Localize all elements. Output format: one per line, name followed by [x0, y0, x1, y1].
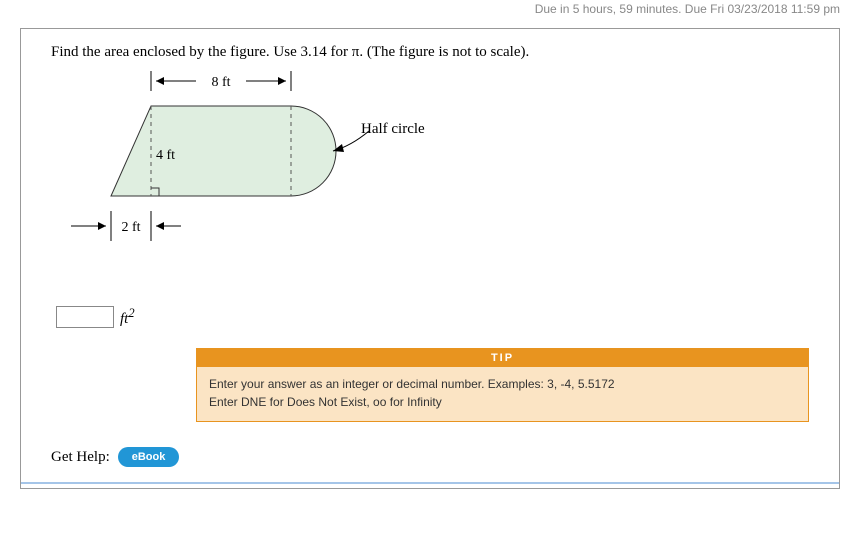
due-header: Due in 5 hours, 59 minutes. Due Fri 03/2…: [0, 0, 860, 18]
tip-line1: Enter your answer as an integer or decim…: [209, 375, 796, 393]
composite-shape: [111, 106, 336, 196]
ebook-button[interactable]: eBook: [118, 447, 180, 467]
tip-box: TIP Enter your answer as an integer or d…: [196, 348, 809, 422]
answer-input[interactable]: [56, 306, 114, 328]
height-label: 4 ft: [156, 148, 175, 163]
due-text: Due in 5 hours, 59 minutes. Due Fri 03/2…: [535, 2, 840, 16]
answer-row: ft2: [56, 306, 839, 328]
answer-unit: ft2: [120, 306, 135, 328]
problem-text: Find the area enclosed by the figure. Us…: [21, 29, 839, 66]
top-label: 8 ft: [211, 75, 230, 90]
help-row: Get Help: eBook: [51, 447, 839, 467]
footer-bar: [21, 482, 839, 488]
half-circle-label: Half circle: [361, 121, 425, 138]
base-label: 2 ft: [121, 220, 140, 235]
help-label: Get Help:: [51, 449, 110, 466]
tip-line2: Enter DNE for Does Not Exist, oo for Inf…: [209, 393, 796, 411]
figure-area: 8 ft 4 ft 2 ft Half circle: [61, 66, 839, 276]
tip-header: TIP: [197, 349, 808, 367]
problem-card: Find the area enclosed by the figure. Us…: [20, 28, 840, 489]
figure-svg: 8 ft 4 ft 2 ft: [61, 66, 421, 276]
tip-body: Enter your answer as an integer or decim…: [197, 367, 808, 421]
